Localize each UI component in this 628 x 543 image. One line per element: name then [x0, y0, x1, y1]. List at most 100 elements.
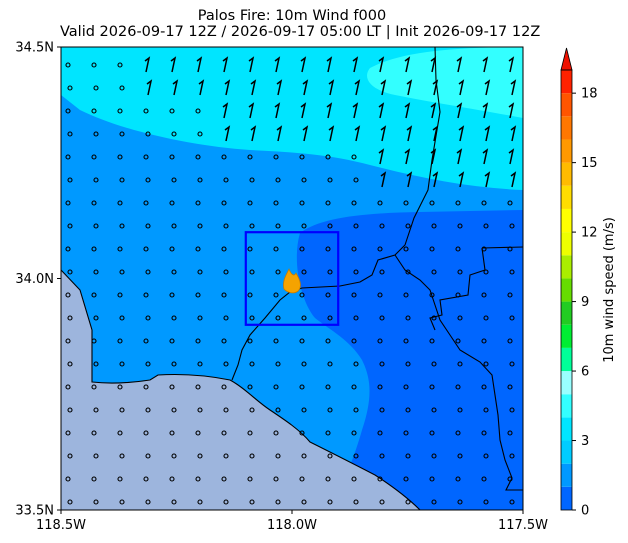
calm-wind-marker: [275, 407, 281, 413]
calm-wind-marker: [119, 223, 125, 229]
calm-wind-marker: [403, 476, 409, 482]
calm-wind-marker: [117, 292, 123, 298]
chart-subtitle: Valid 2026-09-17 12Z / 2026-09-17 05:00 …: [60, 24, 541, 40]
calm-wind-marker: [221, 292, 227, 298]
calm-wind-marker: [405, 223, 411, 229]
calm-wind-marker: [509, 223, 515, 229]
calm-wind-marker: [351, 154, 357, 160]
wind-barb: [484, 79, 491, 96]
calm-wind-marker: [67, 407, 73, 413]
calm-wind-marker: [273, 246, 279, 252]
calm-wind-marker: [299, 384, 305, 390]
calm-wind-marker: [509, 361, 515, 367]
calm-wind-marker: [67, 315, 73, 321]
calm-wind-marker: [507, 246, 513, 252]
calm-wind-marker: [93, 361, 99, 367]
calm-wind-marker: [507, 200, 513, 206]
colorbar-level: [561, 301, 572, 325]
calm-wind-marker: [275, 361, 281, 367]
calm-wind-marker: [119, 407, 125, 413]
calm-wind-marker: [507, 338, 513, 344]
calm-wind-marker: [483, 407, 489, 413]
calm-wind-marker: [275, 315, 281, 321]
colorbar-frame: [560, 69, 573, 511]
calm-wind-marker: [93, 177, 99, 183]
calm-wind-marker: [325, 338, 331, 344]
calm-wind-marker: [299, 476, 305, 482]
wind-barb: [274, 102, 281, 119]
calm-wind-marker: [301, 361, 307, 367]
calm-wind-marker: [169, 108, 175, 114]
calm-wind-marker: [327, 361, 333, 367]
calm-wind-marker: [507, 430, 513, 436]
calm-wind-marker: [301, 315, 307, 321]
calm-wind-marker: [91, 292, 97, 298]
wind-barb: [484, 125, 491, 142]
colorbar-level: [561, 116, 572, 140]
calm-wind-marker: [93, 315, 99, 321]
calm-wind-marker: [171, 315, 177, 321]
calm-wind-marker: [223, 223, 229, 229]
calm-wind-marker: [195, 338, 201, 344]
calm-wind-marker: [119, 453, 125, 459]
colorbar-extend-arrow: [560, 47, 573, 71]
calm-wind-marker: [483, 269, 489, 275]
colorbar-level: [561, 185, 572, 209]
calm-wind-marker: [91, 430, 97, 436]
calm-wind-marker: [403, 430, 409, 436]
wind-barb: [198, 79, 205, 96]
colorbar-tick-label: 3: [581, 434, 589, 449]
calm-wind-marker: [91, 384, 97, 390]
colorbar-tick-label: 0: [581, 504, 589, 519]
calm-wind-marker: [481, 476, 487, 482]
calm-wind-marker: [93, 269, 99, 275]
calm-wind-marker: [197, 315, 203, 321]
wind-barb: [328, 79, 335, 96]
calm-wind-marker: [67, 85, 73, 91]
calm-wind-marker: [379, 407, 385, 413]
wind-barb: [222, 102, 229, 119]
calm-wind-marker: [457, 223, 463, 229]
calm-wind-marker: [353, 269, 359, 275]
calm-wind-marker: [353, 453, 359, 459]
calm-wind-marker: [221, 384, 227, 390]
calm-wind-marker: [247, 292, 253, 298]
calm-wind-marker: [481, 292, 487, 298]
calm-wind-marker: [143, 246, 149, 252]
calm-wind-marker: [143, 384, 149, 390]
calm-wind-marker: [145, 407, 151, 413]
boundary-lines: [61, 47, 523, 510]
calm-wind-marker: [117, 108, 123, 114]
calm-wind-marker: [325, 246, 331, 252]
calm-wind-marker: [249, 177, 255, 183]
calm-wind-marker: [117, 246, 123, 252]
wind-barb: [510, 171, 517, 188]
calm-wind-marker: [481, 200, 487, 206]
calm-wind-marker: [455, 384, 461, 390]
calm-wind-marker: [455, 292, 461, 298]
wind-barb: [378, 148, 385, 165]
calm-wind-marker: [223, 361, 229, 367]
calm-wind-marker: [93, 223, 99, 229]
calm-wind-marker: [145, 453, 151, 459]
calm-wind-marker: [67, 453, 73, 459]
calm-wind-marker: [301, 223, 307, 229]
calm-wind-marker: [195, 108, 201, 114]
calm-wind-marker: [169, 200, 175, 206]
calm-wind-marker: [247, 430, 253, 436]
calm-wind-marker: [171, 499, 177, 505]
calm-wind-marker: [429, 384, 435, 390]
calm-wind-marker: [67, 499, 73, 505]
wind-barb: [196, 56, 203, 73]
calm-wind-marker: [195, 476, 201, 482]
calm-wind-marker: [197, 223, 203, 229]
calm-wind-marker: [169, 154, 175, 160]
calm-wind-marker: [275, 223, 281, 229]
calm-wind-marker: [221, 430, 227, 436]
calm-wind-marker: [481, 384, 487, 390]
calm-wind-marker: [429, 430, 435, 436]
calm-wind-marker: [353, 177, 359, 183]
calm-wind-marker: [65, 384, 71, 390]
wind-barb: [432, 125, 439, 142]
